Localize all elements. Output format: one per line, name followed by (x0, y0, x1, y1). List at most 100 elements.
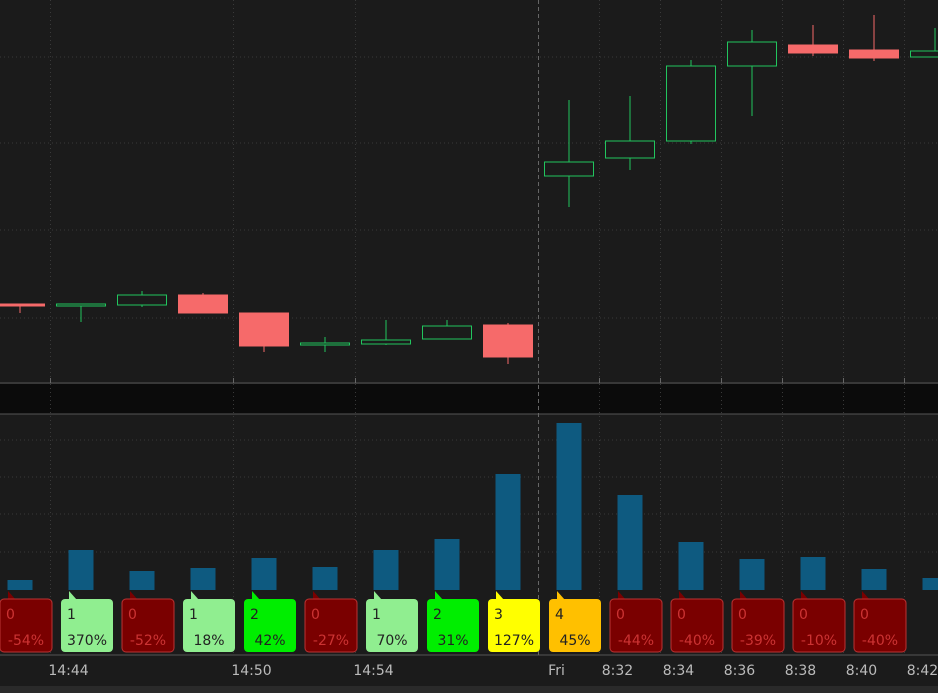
volume-bar (556, 423, 582, 590)
volume-bar (129, 571, 155, 590)
label-count: 0 (128, 607, 137, 623)
label-change: 127% (494, 633, 534, 649)
x-tick-label: 14:54 (353, 663, 393, 679)
volume-bar (495, 474, 521, 590)
candle-body (910, 50, 938, 58)
volume-bar (922, 578, 938, 590)
label-change: -54% (8, 633, 44, 649)
label-change: 45% (559, 633, 590, 649)
x-tick-label: 8:34 (663, 663, 695, 679)
label-box (61, 599, 113, 652)
label-pointer (801, 591, 809, 600)
candle-body (422, 325, 472, 340)
volume-bar (678, 542, 704, 590)
candle-body (544, 161, 594, 177)
volume-bar (312, 567, 338, 590)
candle-body (0, 303, 45, 307)
label-box (244, 599, 296, 652)
x-tick-label: 8:38 (785, 663, 816, 679)
label-box (488, 599, 540, 652)
label-box (792, 598, 846, 653)
x-tick-label: 8:36 (724, 663, 756, 679)
x-tick-label: 14:50 (231, 663, 271, 679)
candle-body (361, 339, 411, 345)
volume-bar (251, 558, 277, 590)
label-pointer (618, 591, 626, 600)
label-box (304, 598, 358, 653)
label-change: -10% (801, 633, 837, 649)
label-box (0, 598, 53, 653)
label-change: -27% (313, 633, 349, 649)
candle-body (666, 65, 716, 142)
label-count: 2 (250, 607, 259, 623)
candle-body (605, 140, 655, 159)
scrollbar[interactable] (0, 686, 938, 693)
label-count: 0 (799, 607, 808, 623)
label-pointer (679, 591, 687, 600)
volume-bar (617, 495, 643, 590)
label-pointer (69, 591, 77, 600)
x-tick-label: 8:40 (846, 663, 877, 679)
label-count: 0 (616, 607, 625, 623)
volume-bar (739, 559, 765, 590)
volume-bar (68, 550, 94, 590)
label-box (121, 598, 175, 653)
label-change: -40% (862, 633, 898, 649)
volume-bar (373, 550, 399, 590)
candle-body (117, 294, 167, 306)
volume-bar (800, 557, 826, 590)
label-pointer (557, 591, 565, 600)
label-count: 0 (860, 607, 869, 623)
label-count: 0 (677, 607, 686, 623)
label-change: -52% (130, 633, 166, 649)
label-change: 42% (254, 633, 285, 649)
candle-body (727, 41, 777, 67)
label-pointer (130, 591, 138, 600)
label-pointer (496, 591, 504, 600)
label-pointer (313, 591, 321, 600)
candle-body (483, 324, 533, 358)
label-count: 2 (433, 607, 442, 623)
label-pointer (862, 591, 870, 600)
candle-body (849, 49, 899, 59)
h-grid (0, 56, 938, 553)
label-box (731, 598, 785, 653)
label-pointer (740, 591, 748, 600)
label-change: 31% (437, 633, 468, 649)
label-count: 0 (311, 607, 320, 623)
volume-bar (861, 569, 887, 590)
x-tick-label: Fri (548, 663, 565, 679)
label-pointer (252, 591, 260, 600)
candle-body (239, 312, 289, 347)
label-count: 1 (189, 607, 198, 623)
label-box (549, 599, 601, 652)
candle-body (788, 44, 838, 54)
label-change: 70% (376, 633, 407, 649)
label-count: 1 (372, 607, 381, 623)
label-box (609, 598, 663, 653)
label-count: 1 (67, 607, 76, 623)
label-pointer (8, 591, 16, 600)
label-count: 0 (738, 607, 747, 623)
label-change: 370% (67, 633, 107, 649)
x-tick-label: 8:42 (907, 663, 938, 679)
volume-bar (190, 568, 216, 590)
label-box (427, 599, 479, 652)
volume-bar (7, 580, 33, 590)
label-pointer (374, 591, 382, 600)
label-change: -44% (618, 633, 654, 649)
candle-body (56, 303, 106, 307)
x-tick-label: 14:44 (48, 663, 88, 679)
label-box (670, 598, 724, 653)
label-change: 18% (193, 633, 224, 649)
label-box (366, 599, 418, 652)
label-count: 4 (555, 607, 564, 623)
candle-body (178, 294, 228, 314)
label-count: 3 (494, 607, 503, 623)
label-pointer (191, 591, 199, 600)
label-box (183, 599, 235, 652)
volume-bar (434, 539, 460, 590)
label-pointer (435, 591, 443, 600)
